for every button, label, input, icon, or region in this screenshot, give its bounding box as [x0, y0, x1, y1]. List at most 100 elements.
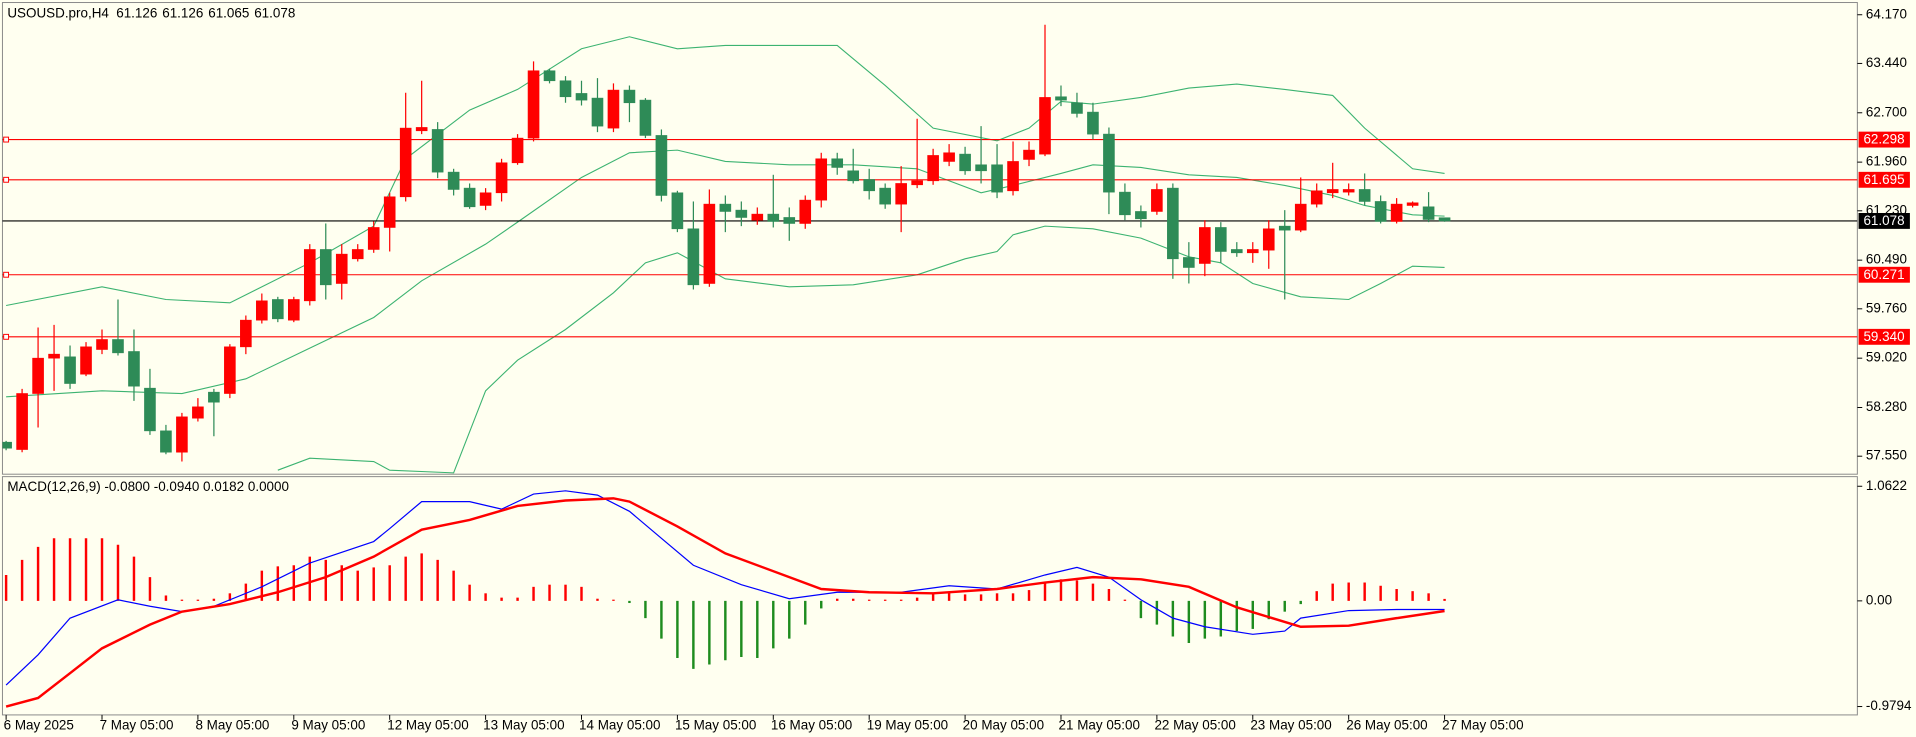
candle-body	[1358, 189, 1371, 202]
level-label-box	[1858, 131, 1910, 148]
candle-body	[895, 183, 907, 205]
candle-body	[319, 249, 332, 286]
candle-body	[256, 300, 268, 321]
candle-body	[431, 129, 444, 173]
candle-body	[591, 97, 604, 127]
candle-body	[1230, 249, 1243, 254]
y-tick-label: 64.170	[1866, 6, 1907, 21]
y-tick-label: -0.9794	[1866, 698, 1912, 713]
level-label: 60.271	[1863, 267, 1904, 282]
candle-body	[799, 199, 812, 224]
candle-body	[1167, 187, 1179, 260]
candle-body	[1278, 225, 1291, 231]
candle-body	[32, 357, 44, 394]
candle-body	[2, 441, 12, 449]
x-tick-label: 6 May 2025	[4, 717, 74, 732]
candle-body	[224, 346, 236, 394]
candle-body	[607, 89, 620, 129]
candle-body	[176, 416, 188, 453]
level-label-box	[1858, 328, 1910, 345]
candle-body	[287, 299, 300, 321]
candle-body	[767, 213, 780, 222]
candle-body	[160, 430, 172, 453]
candle-body	[367, 227, 380, 250]
axes: 64.17063.44062.70061.96061.23060.49059.7…	[3, 6, 1912, 732]
x-tick-label: 22 May 05:00	[1154, 717, 1235, 732]
candle-body	[703, 203, 716, 284]
candle-body	[1406, 202, 1419, 206]
level-label-box	[1858, 266, 1910, 283]
candle-body	[1007, 161, 1019, 192]
x-tick-label: 7 May 05:00	[100, 717, 174, 732]
macd-line	[5, 497, 1445, 708]
candle-body	[927, 155, 939, 182]
candle-body	[719, 203, 732, 212]
macd-header: MACD(12,26,9) -0.0800 -0.0940 0.0182 0.0…	[7, 479, 289, 494]
candle-body	[399, 127, 412, 198]
macd-panel	[1, 476, 1858, 716]
candle-body	[1294, 203, 1307, 231]
candle-body	[112, 339, 124, 354]
candle-body	[1135, 211, 1147, 220]
last-open: 61.126	[116, 5, 157, 20]
level-marker	[3, 333, 10, 340]
candle-body	[48, 353, 60, 359]
y-tick-label: 0.00	[1866, 592, 1892, 607]
candle-body	[1039, 97, 1051, 155]
candle-body	[639, 99, 652, 136]
candle-body	[16, 393, 28, 450]
macd-plot	[4, 490, 1446, 708]
candle-body	[1342, 189, 1355, 193]
candle-body	[1438, 217, 1451, 222]
candle-body	[447, 171, 460, 190]
candle-body	[847, 170, 860, 182]
x-tick-label: 21 May 05:00	[1059, 717, 1140, 732]
candle-body	[575, 93, 588, 101]
candle-body	[863, 179, 875, 192]
level-label: 61.695	[1863, 172, 1904, 187]
y-tick-label: 61.960	[1866, 154, 1907, 169]
candle-body	[463, 187, 476, 208]
candle-body	[335, 253, 348, 284]
level-marker	[3, 271, 10, 278]
candle-body	[815, 158, 828, 201]
candle-body	[351, 249, 364, 260]
candle-body	[831, 158, 844, 168]
candle-body	[1422, 206, 1435, 220]
candle-body	[80, 346, 92, 375]
candle-body	[527, 70, 540, 139]
candle-body	[1119, 191, 1131, 216]
candle-body	[1374, 201, 1387, 222]
candle-body	[783, 217, 796, 224]
candle-body	[735, 209, 748, 218]
y-tick-label: 57.550	[1866, 448, 1907, 463]
candle-body	[911, 180, 923, 186]
y-tick-label: 59.760	[1866, 300, 1907, 315]
candle-body	[991, 164, 1003, 193]
candle-body	[272, 299, 284, 320]
y-tick-label: 59.020	[1866, 350, 1907, 365]
candle-body	[1183, 257, 1195, 268]
x-tick-label: 16 May 05:00	[771, 717, 852, 732]
x-tick-label: 23 May 05:00	[1250, 717, 1331, 732]
candle-body	[479, 192, 492, 206]
candle-body	[1151, 189, 1163, 212]
candle-body	[959, 153, 971, 172]
candle-body	[128, 351, 140, 387]
candle-body	[1087, 111, 1099, 135]
candle-body	[751, 213, 764, 221]
x-tick-label: 20 May 05:00	[963, 717, 1044, 732]
x-tick-label: 15 May 05:00	[675, 717, 756, 732]
y-tick-label: 60.490	[1866, 252, 1907, 267]
candle-body	[879, 187, 891, 205]
candle-body	[1215, 227, 1227, 252]
candle-body	[415, 127, 428, 132]
x-tick-label: 9 May 05:00	[291, 717, 365, 732]
last-low: 61.065	[208, 5, 249, 20]
candle-body	[64, 356, 76, 384]
candle-body	[96, 339, 108, 350]
last-close: 61.078	[254, 5, 295, 20]
candle-body	[1199, 227, 1211, 264]
candle-body	[511, 137, 524, 164]
